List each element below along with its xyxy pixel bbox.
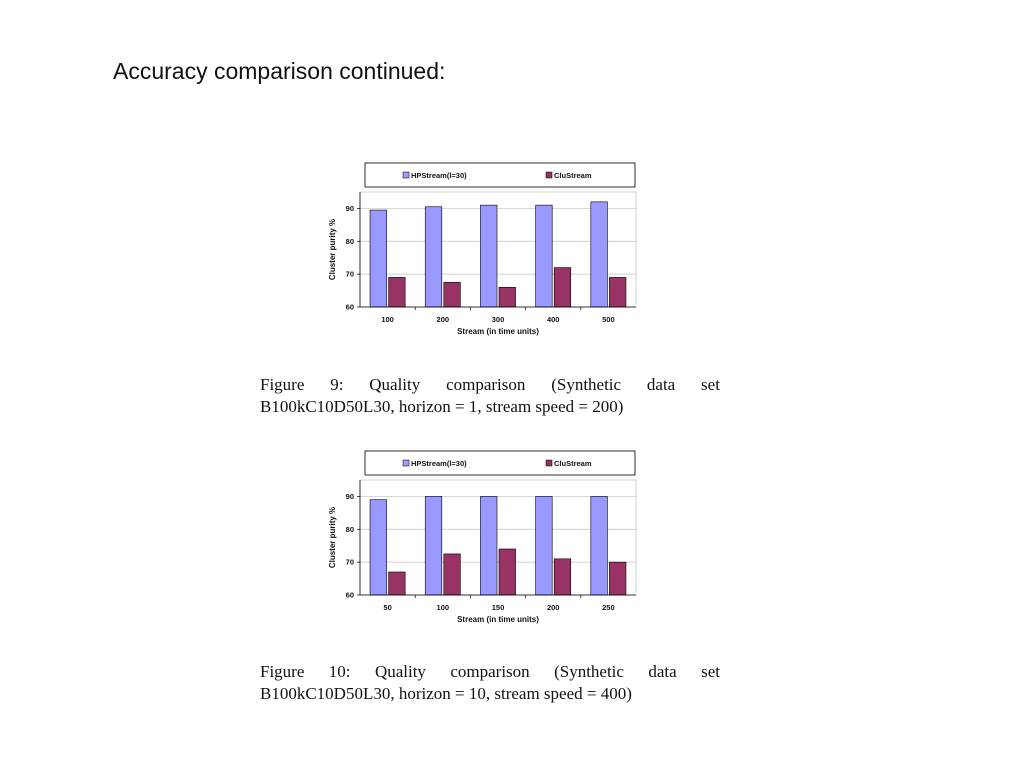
slide-title: Accuracy comparison continued: (113, 58, 446, 84)
legend-swatch (545, 459, 553, 467)
figure-caption-2: Figure 10: Quality comparison (Synthetic… (260, 661, 720, 705)
x-tick-label: 50 (383, 603, 391, 612)
caption-word: set (701, 662, 720, 681)
legend-box (364, 450, 636, 476)
bar (553, 267, 572, 308)
caption-word: 10: (328, 662, 351, 681)
caption-word: 9: (330, 375, 344, 394)
bar (498, 286, 516, 308)
caption-word: Quality (369, 375, 421, 394)
bar (535, 204, 553, 308)
x-axis-label: Stream (in time units) (457, 615, 539, 624)
caption-word: data (646, 375, 676, 394)
chart-legend: HPStream(l=30) CluStream (364, 162, 636, 188)
quality-comparison-chart-1: HPStream(l=30) CluStream 60 70 80 90 100 200 300… (328, 162, 637, 336)
y-tick-label: 90 (346, 492, 354, 501)
caption-word: comparison (446, 375, 526, 394)
bar (480, 496, 498, 596)
plot-area: 60 70 80 90 100 200 300 400 500 (346, 191, 637, 324)
y-tick-label: 70 (346, 270, 354, 279)
x-axis-label: Stream (in time units) (457, 327, 539, 336)
y-axis-label: Cluster purity % (328, 507, 337, 568)
bar (443, 282, 461, 308)
y-axis-label: Cluster purity % (328, 219, 337, 280)
caption-word: comparison (450, 662, 530, 681)
caption-line-2: B100kC10D50L30, horizon = 1, stream spee… (260, 397, 624, 416)
bar (369, 209, 387, 308)
legend-label: CluStream (554, 459, 592, 468)
legend-label: HPStream(l=30) (411, 171, 467, 180)
bar (535, 496, 553, 596)
y-tick-label: 60 (346, 303, 354, 312)
legend-box (364, 162, 636, 188)
bar (443, 553, 461, 596)
caption-word: Figure (260, 662, 305, 681)
legend-swatch (402, 459, 410, 467)
y-tick-label: 60 (346, 591, 354, 600)
plot-area: 60 70 80 90 50 100 150 200 250 (346, 479, 637, 612)
bar (369, 499, 387, 596)
caption-word: Quality (374, 662, 426, 681)
bar (590, 201, 608, 308)
bar (498, 548, 516, 596)
legend-swatch (402, 171, 410, 179)
y-tick-label: 80 (346, 237, 354, 246)
x-tick-label: 200 (547, 603, 560, 612)
legend-label: CluStream (554, 171, 592, 180)
caption-line-2: B100kC10D50L30, horizon = 10, stream spe… (260, 684, 632, 703)
caption-line-1: Figure 9: Quality comparison (Synthetic … (260, 374, 720, 396)
plot-background (359, 191, 637, 308)
x-tick-label: 300 (492, 315, 505, 324)
figure-caption-1: Figure 9: Quality comparison (Synthetic … (260, 374, 720, 418)
x-tick-label: 200 (437, 315, 450, 324)
y-tick-label: 90 (346, 204, 354, 213)
bar (609, 277, 627, 308)
bar (553, 558, 572, 596)
bar (388, 277, 406, 308)
plot-background (359, 479, 637, 596)
x-tick-label: 150 (492, 603, 505, 612)
x-tick-label: 250 (602, 603, 615, 612)
legend-swatch (545, 171, 553, 179)
y-tick-label: 80 (346, 525, 354, 534)
x-tick-label: 500 (602, 315, 615, 324)
x-tick-label: 100 (437, 603, 450, 612)
caption-word: data (648, 662, 677, 681)
x-tick-label: 400 (547, 315, 560, 324)
bar (609, 561, 627, 596)
bar (424, 206, 443, 308)
caption-word: (Synthetic (551, 375, 622, 394)
caption-word: Figure (260, 375, 305, 394)
bar (424, 496, 443, 596)
bar (388, 571, 406, 596)
bar (480, 204, 498, 308)
caption-word: (Synthetic (554, 662, 624, 681)
caption-word: set (701, 375, 720, 394)
quality-comparison-chart-2: HPStream(l=30) CluStream 60 70 80 90 50 100 150 2… (328, 450, 637, 624)
x-tick-label: 100 (381, 315, 394, 324)
caption-line-1: Figure 10: Quality comparison (Synthetic… (260, 661, 720, 683)
chart-legend: HPStream(l=30) CluStream (364, 450, 636, 476)
bar (590, 496, 608, 596)
legend-label: HPStream(l=30) (411, 459, 467, 468)
y-tick-label: 70 (346, 558, 354, 567)
